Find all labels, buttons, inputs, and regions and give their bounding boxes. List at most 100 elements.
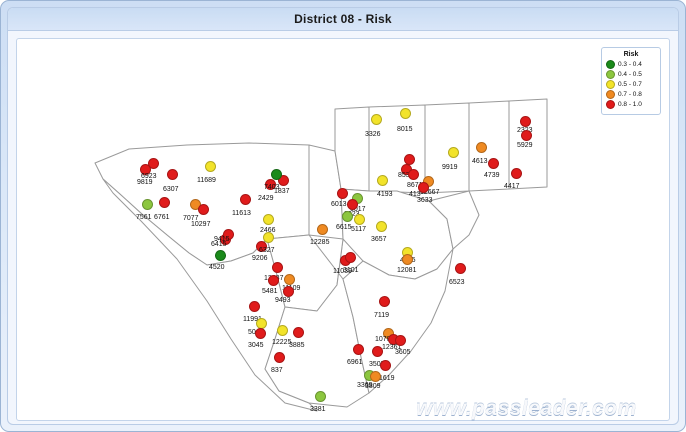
map-data-point[interactable] [214, 249, 226, 261]
map-point-label: 12081 [397, 267, 417, 274]
map-data-point[interactable] [403, 153, 415, 165]
map-data-point[interactable] [352, 343, 364, 355]
legend-rows: 0.3 - 0.4 0.4 - 0.5 0.5 - 0.7 0.7 - 0.8 0.8 … [606, 60, 656, 109]
map-data-point[interactable] [255, 317, 267, 329]
map-point-label: 6615 [336, 224, 352, 231]
legend-title: Risk [623, 51, 639, 58]
map-point-label: 5481 [262, 288, 278, 295]
map-canvas[interactable]: Risk 0.3 - 0.4 0.4 - 0.5 0.5 - 0.7 0.7 - 0.… [16, 38, 670, 421]
map-point-label: 3369 [357, 382, 373, 389]
map-point-label: 5929 [517, 142, 533, 149]
map-data-point[interactable] [370, 113, 382, 125]
map-data-point[interactable] [378, 295, 390, 307]
map-data-point[interactable] [371, 345, 383, 357]
map-point-label: 12667 [420, 189, 440, 196]
map-data-point[interactable] [336, 187, 348, 199]
legend-item[interactable]: 0.4 - 0.5 [606, 70, 656, 79]
map-point-label: 3507 [369, 361, 385, 368]
legend-swatch-icon [606, 60, 615, 69]
map-data-point[interactable] [401, 253, 413, 265]
map-data-point[interactable] [282, 285, 294, 297]
map-data-point[interactable] [292, 326, 304, 338]
legend-item-label: 0.4 - 0.5 [618, 71, 642, 78]
legend-item[interactable]: 0.8 - 1.0 [606, 100, 656, 109]
map-data-point[interactable] [141, 198, 153, 210]
map-data-point[interactable] [271, 261, 283, 273]
map-point-label: 6923 [141, 173, 157, 180]
map-data-point[interactable] [248, 300, 260, 312]
map-point-label: 9206 [252, 255, 268, 262]
map-point-label: 7077 [183, 215, 199, 222]
map-data-point[interactable] [273, 351, 285, 363]
map-point-label: 11613 [232, 210, 251, 217]
map-point-label: 12225 [272, 339, 292, 346]
map-point-label: 6761 [154, 214, 170, 221]
map-point-label: 4417 [504, 183, 520, 190]
map-data-point[interactable] [454, 262, 466, 274]
map-data-point[interactable] [376, 174, 388, 186]
map-data-point[interactable] [375, 220, 387, 232]
map-point-label: 3326 [365, 131, 381, 138]
map-point-label: 3809 [365, 383, 381, 390]
legend-item[interactable]: 0.3 - 0.4 [606, 60, 656, 69]
map-point-label: 5117 [351, 226, 367, 233]
map-data-point[interactable] [267, 274, 279, 286]
map-data-point[interactable] [399, 107, 411, 119]
map-data-point[interactable] [510, 167, 522, 179]
map-data-point[interactable] [239, 193, 251, 205]
map-data-point[interactable] [417, 181, 429, 193]
map-data-point[interactable] [316, 223, 328, 235]
map-data-point[interactable] [394, 334, 406, 346]
map-point-label: 6961 [347, 359, 363, 366]
map-data-point[interactable] [487, 157, 499, 169]
map-data-point[interactable] [475, 141, 487, 153]
map-data-point[interactable] [379, 359, 391, 371]
map-data-point[interactable] [147, 157, 159, 169]
map-data-point[interactable] [341, 210, 353, 222]
map-data-point[interactable] [344, 251, 356, 263]
map-point-label: 3045 [248, 342, 264, 349]
map-point-label: 3101 [343, 267, 359, 274]
map-data-point[interactable] [262, 213, 274, 225]
map-data-point[interactable] [255, 240, 267, 252]
map-data-point[interactable] [314, 390, 326, 402]
map-point-label: 6523 [449, 279, 465, 286]
legend-item-label: 0.5 - 0.7 [618, 81, 642, 88]
map-data-point[interactable] [520, 129, 532, 141]
map-data-point[interactable] [204, 160, 216, 172]
map-data-point[interactable] [262, 231, 274, 243]
map-data-point[interactable] [270, 168, 282, 180]
map-point-label: 11689 [197, 177, 216, 184]
map-point-label: 4193 [377, 191, 393, 198]
map-data-point[interactable] [166, 168, 178, 180]
map-data-point[interactable] [369, 370, 381, 382]
legend-item[interactable]: 0.5 - 0.7 [606, 80, 656, 89]
map-point-label: 7403 [264, 184, 280, 191]
map-data-point[interactable] [353, 213, 365, 225]
map-data-point[interactable] [264, 178, 276, 190]
map-data-point[interactable] [197, 203, 209, 215]
map-data-point[interactable] [222, 228, 234, 240]
map-data-point[interactable] [276, 324, 288, 336]
legend-item[interactable]: 0.7 - 0.8 [606, 90, 656, 99]
map-data-point[interactable] [447, 146, 459, 158]
map-point-label: 6013 [331, 201, 347, 208]
map-point-label: 1837 [274, 188, 290, 195]
map-data-point[interactable] [277, 174, 289, 186]
page-title: District 08 - Risk [8, 8, 678, 31]
map-point-label: 3381 [310, 406, 326, 413]
map-data-point[interactable] [519, 115, 531, 127]
legend-item-label: 0.8 - 1.0 [618, 101, 642, 108]
legend-swatch-icon [606, 90, 615, 99]
map-data-point[interactable] [407, 168, 419, 180]
map-point-label: 4739 [484, 172, 500, 179]
map-point-label: 10297 [191, 221, 211, 228]
map-point-label: 3605 [395, 349, 411, 356]
map-data-point[interactable] [139, 163, 151, 175]
legend-swatch-icon [606, 100, 615, 109]
map-data-point[interactable] [158, 196, 170, 208]
map-data-point[interactable] [254, 327, 266, 339]
map-data-point[interactable] [283, 273, 295, 285]
map-point-label: 413 [409, 191, 421, 198]
map-data-point[interactable] [346, 198, 358, 210]
